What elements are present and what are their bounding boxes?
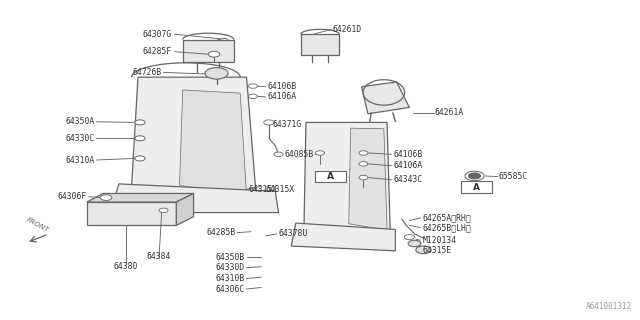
FancyBboxPatch shape [461, 181, 492, 193]
Text: 65585C: 65585C [499, 172, 528, 181]
Polygon shape [349, 128, 387, 230]
Text: 64310B: 64310B [216, 274, 244, 283]
Text: M120134: M120134 [422, 236, 456, 245]
Circle shape [135, 120, 145, 125]
Circle shape [274, 152, 283, 156]
Text: 64106B: 64106B [394, 150, 422, 159]
Polygon shape [182, 40, 234, 62]
Text: 64330D: 64330D [216, 263, 244, 272]
Text: A: A [326, 172, 333, 181]
Circle shape [404, 235, 415, 240]
Polygon shape [113, 184, 278, 212]
Circle shape [135, 156, 145, 161]
Text: 64378U: 64378U [278, 229, 308, 238]
Circle shape [248, 94, 257, 99]
Text: 64726B: 64726B [132, 68, 162, 77]
Circle shape [316, 151, 324, 155]
Text: 64285F: 64285F [143, 47, 172, 56]
Polygon shape [132, 77, 256, 195]
Text: 64265B〈LH〉: 64265B〈LH〉 [422, 223, 471, 232]
Text: 64384: 64384 [147, 252, 172, 261]
Circle shape [359, 162, 368, 166]
Polygon shape [362, 82, 410, 114]
Text: 64315E: 64315E [422, 246, 451, 255]
Text: 64350A: 64350A [66, 117, 95, 126]
Text: 64330C: 64330C [66, 134, 95, 143]
Polygon shape [87, 202, 176, 225]
Circle shape [359, 175, 368, 180]
Circle shape [359, 151, 368, 155]
Text: 64106A: 64106A [394, 161, 422, 170]
Text: 64343C: 64343C [394, 175, 422, 184]
Text: A: A [473, 183, 480, 192]
Text: 64106A: 64106A [268, 92, 297, 101]
Text: 64285B: 64285B [207, 228, 236, 237]
Text: 64261D: 64261D [333, 25, 362, 34]
Circle shape [100, 195, 112, 200]
Circle shape [408, 240, 421, 247]
Text: 64315X: 64315X [248, 185, 278, 194]
Text: 64306C: 64306C [216, 284, 244, 293]
Polygon shape [179, 90, 246, 195]
Circle shape [159, 208, 168, 212]
Polygon shape [304, 123, 390, 232]
Circle shape [205, 68, 228, 79]
Text: 64307G: 64307G [143, 30, 172, 39]
Circle shape [264, 120, 274, 125]
Text: FRONT: FRONT [26, 217, 50, 234]
Text: A641001312: A641001312 [586, 302, 632, 311]
Text: 64106B: 64106B [268, 82, 297, 91]
Polygon shape [291, 223, 396, 251]
Polygon shape [301, 34, 339, 55]
Text: 64085B: 64085B [284, 150, 314, 159]
Circle shape [248, 84, 257, 88]
Text: 64380: 64380 [114, 262, 138, 271]
Text: 64261A: 64261A [435, 108, 464, 117]
Text: 64306F: 64306F [58, 192, 87, 201]
Text: 64350B: 64350B [216, 253, 244, 262]
Polygon shape [87, 194, 193, 202]
Text: 64265A〈RH〉: 64265A〈RH〉 [422, 213, 471, 222]
Circle shape [135, 136, 145, 141]
Text: 64315X: 64315X [266, 185, 295, 194]
Text: 64310A: 64310A [66, 156, 95, 164]
Circle shape [468, 173, 480, 179]
Polygon shape [176, 194, 193, 225]
Circle shape [416, 246, 431, 254]
FancyBboxPatch shape [315, 171, 346, 182]
Circle shape [208, 51, 220, 57]
Text: 64371G: 64371G [272, 120, 301, 129]
